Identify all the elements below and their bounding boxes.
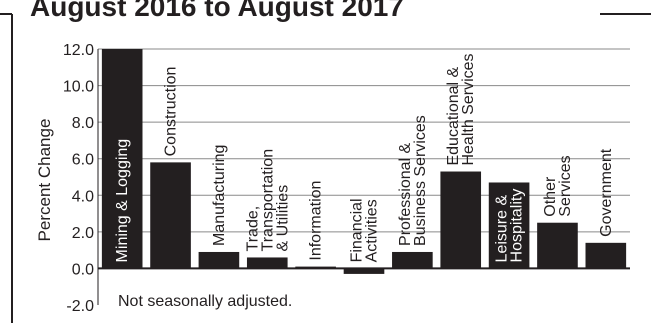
bar: [488, 182, 530, 269]
bar: [343, 268, 385, 274]
bar: [198, 251, 240, 269]
bar: [295, 266, 336, 269]
category-label: Financial: [349, 198, 366, 262]
y-tick-label: 10.0: [63, 79, 94, 96]
y-tick-label: -2.0: [66, 298, 94, 315]
category-label: Construction: [163, 67, 180, 157]
category-label: Health Services: [460, 53, 477, 165]
y-tick-label: 6.0: [72, 152, 94, 169]
bars: [101, 49, 627, 274]
y-tick-label: 4.0: [72, 188, 94, 205]
category-label: Business Services: [412, 115, 429, 246]
bar: [246, 257, 288, 269]
category-labels: Mining & Logging Construction Manufacturin…: [114, 53, 615, 262]
category-label: & Utilities: [274, 185, 291, 252]
chart-title: August 2016 to August 2017: [30, 0, 404, 22]
bar: [537, 222, 578, 269]
category-label: Mining & Logging: [114, 139, 131, 263]
chart-note: Not seasonally adjusted.: [118, 293, 292, 310]
y-tick-label: 8.0: [72, 115, 94, 132]
category-label: Transportation: [259, 149, 276, 252]
y-tick-label: 12.0: [63, 42, 94, 59]
category-label: Manufacturing: [211, 145, 228, 246]
bar: [585, 242, 627, 269]
bar: [101, 49, 143, 269]
y-tick-labels: -2.0 0.0 2.0 4.0 6.0 8.0 10.0 12.0: [63, 42, 94, 315]
category-label: Other: [542, 176, 559, 217]
y-tick-label: 0.0: [72, 261, 94, 278]
y-tick-label: 2.0: [72, 225, 94, 242]
category-label: Information: [308, 181, 325, 261]
category-label: Government: [598, 148, 615, 237]
bar: [392, 251, 433, 269]
bar: [150, 162, 191, 269]
category-label: Leisure &: [494, 195, 511, 263]
category-label: Services: [557, 155, 574, 216]
category-label: Activities: [364, 199, 381, 262]
bar: [440, 171, 482, 269]
category-label: Trade,: [244, 206, 261, 252]
category-label: Educational &: [445, 66, 462, 165]
category-label: Professional &: [397, 142, 414, 245]
category-label: Hospitality: [509, 189, 526, 263]
y-axis-label: Percent Change: [35, 119, 54, 242]
